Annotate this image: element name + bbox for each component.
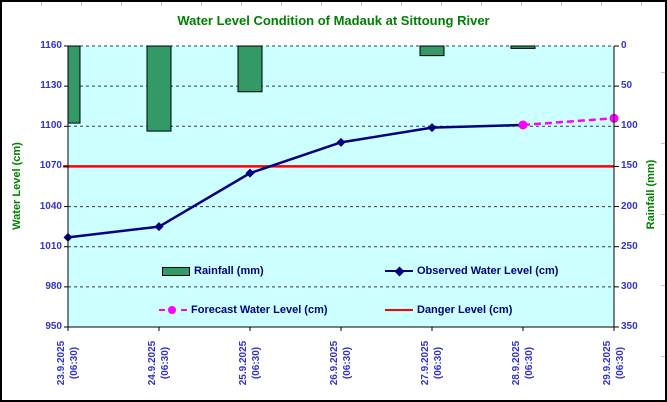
- legend-label-danger: Danger Level (cm): [417, 304, 513, 316]
- rainfall-bar: [419, 45, 445, 57]
- legend-label-forecast: Forecast Water Level (cm): [191, 304, 328, 316]
- x-tick-date: 29.9.2025: [602, 340, 613, 386]
- left-axis-tick-label: 1070: [39, 160, 62, 172]
- rainfall-bar: [67, 45, 81, 124]
- rainfall-bar-swatch-icon: [162, 266, 190, 276]
- danger-line-swatch-icon: [385, 308, 413, 312]
- right-axis-tick-label: 250: [621, 240, 638, 252]
- left-axis-tick-label: 1010: [39, 240, 62, 252]
- x-tick-date: 23.9.2025: [56, 340, 67, 386]
- right-axis-tick-label: 150: [621, 160, 638, 172]
- spreadsheet-column-ticks: [2, 2, 665, 6]
- legend-label-rainfall: Rainfall (mm): [194, 265, 264, 277]
- chart-title: Water Level Condition of Madauk at Sitto…: [177, 13, 490, 28]
- x-tick-date: 24.9.2025: [147, 340, 158, 386]
- left-axis-tick-label: 980: [45, 280, 62, 292]
- legend-item-observed: Observed Water Level (cm): [385, 264, 558, 278]
- x-tick-time: (06:30): [615, 346, 626, 380]
- x-tick-time: (06:30): [251, 346, 262, 380]
- forecast-marker-circle: [518, 120, 528, 130]
- observed-marker-diamond: [427, 123, 437, 133]
- observed-line: [67, 123, 524, 239]
- observed-line-swatch-icon: [385, 266, 413, 276]
- right-axis-tick-label: 50: [621, 80, 633, 92]
- legend-item-rainfall: Rainfall (mm): [162, 264, 264, 278]
- observed-marker-diamond: [245, 168, 255, 178]
- spreadsheet-row-ticks: [661, 2, 665, 400]
- x-tick-time: (06:30): [160, 346, 171, 380]
- forecast-line: [522, 117, 615, 127]
- x-axis-tick-label: 28.9.2025 (06:30): [510, 330, 536, 396]
- legend-item-danger: Danger Level (cm): [385, 303, 512, 317]
- x-tick-time: (06:30): [433, 346, 444, 380]
- x-tick-time: (06:30): [69, 346, 80, 380]
- right-axis-tick-label: 300: [621, 280, 638, 292]
- x-tick-time: (06:30): [524, 346, 535, 380]
- left-axis-tick-label: 1100: [40, 120, 62, 132]
- right-axis-tick-label: 100: [621, 120, 638, 132]
- rainfall-bar: [146, 45, 172, 132]
- legend-item-forecast: Forecast Water Level (cm): [159, 303, 328, 317]
- observed-marker-diamond: [154, 222, 164, 232]
- right-axis-tick-label: 200: [621, 200, 638, 212]
- left-axis-tick-label: 1040: [39, 200, 62, 212]
- observed-marker-diamond: [336, 137, 346, 147]
- x-tick-time: (06:30): [342, 346, 353, 380]
- x-axis-tick-label: 24.9.2025 (06:30): [146, 330, 172, 396]
- forecast-line-swatch-icon: [159, 306, 187, 315]
- x-axis-tick-label: 29.9.2025 (06:30): [601, 330, 627, 396]
- x-tick-date: 28.9.2025: [511, 340, 522, 386]
- rainfall-bar: [510, 45, 536, 49]
- right-axis-tick-label: 350: [621, 321, 638, 332]
- legend-label-observed: Observed Water Level (cm): [417, 265, 559, 277]
- x-tick-date: 27.9.2025: [420, 340, 431, 386]
- left-axis-tick-label: 1160: [40, 40, 62, 51]
- x-axis-tick-label: 26.9.2025 (06:30): [328, 330, 354, 396]
- x-axis-tick-label: 25.9.2025 (06:30): [237, 330, 263, 396]
- x-tick-date: 25.9.2025: [238, 340, 249, 386]
- right-axis-tick-label: 0: [621, 40, 627, 51]
- x-axis-tick-label: 23.9.2025 (06:30): [55, 330, 81, 396]
- x-tick-date: 26.9.2025: [329, 340, 340, 386]
- rainfall-bar: [237, 45, 263, 93]
- left-axis-tick-label: 950: [45, 321, 62, 332]
- x-axis-tick-label: 27.9.2025 (06:30): [419, 330, 445, 396]
- left-axis-tick-label: 1130: [40, 80, 62, 92]
